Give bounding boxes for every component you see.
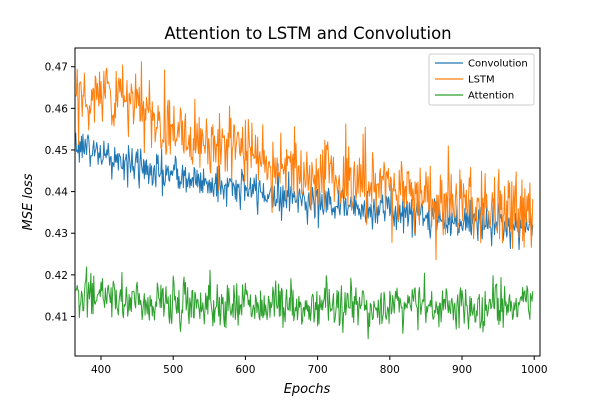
x-tick-label: 400 (91, 364, 111, 376)
legend: Convolution LSTM Attention (428, 53, 535, 106)
x-tick-label: 700 (308, 364, 328, 376)
legend-label: Attention (468, 91, 514, 102)
x-tick-label: 500 (163, 364, 183, 376)
y-axis-label: MSE loss (21, 173, 36, 230)
x-tick-label: 900 (452, 364, 472, 376)
y-tick-label: 0.41 (45, 311, 68, 323)
y-tick-label: 0.46 (45, 103, 69, 115)
x-axis: 400 500 600 700 800 900 1000 (91, 356, 548, 376)
legend-label: LSTM (468, 75, 495, 86)
x-axis-label: Epochs (284, 382, 331, 397)
y-tick-label: 0.45 (45, 145, 68, 157)
series-group (75, 61, 534, 340)
y-tick-label: 0.47 (45, 62, 68, 74)
plot-frame (74, 47, 541, 357)
y-axis: 0.41 0.42 0.43 0.44 0.45 0.46 0.47 (45, 62, 75, 323)
x-tick-label: 800 (380, 364, 400, 376)
y-tick-label: 0.42 (45, 270, 68, 282)
x-tick-label: 600 (235, 364, 255, 376)
x-tick-label: 1000 (521, 364, 548, 376)
y-tick-label: 0.44 (45, 187, 69, 199)
y-tick-label: 0.43 (45, 228, 68, 240)
series-line-lstm (75, 61, 534, 261)
chart-title: Attention to LSTM and Convolution (164, 24, 451, 43)
series-line-convolution (75, 132, 534, 251)
legend-label: Convolution (468, 59, 528, 70)
series-line-attention (75, 266, 534, 340)
legend-box (428, 53, 535, 106)
